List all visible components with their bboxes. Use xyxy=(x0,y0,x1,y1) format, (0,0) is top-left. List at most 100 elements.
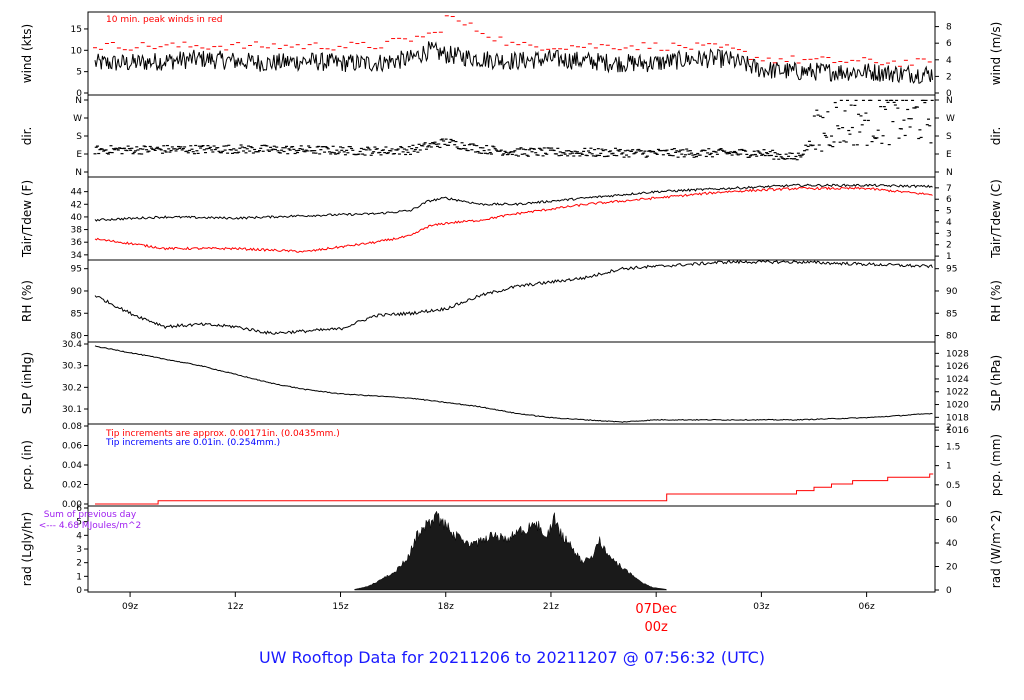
temp-ylabel: Tair/Tdew (F) xyxy=(20,180,34,258)
temp-ytick-right-label: 4 xyxy=(946,218,952,228)
rh-ytick-label: 85 xyxy=(71,309,82,319)
rad-ytick-label: 3 xyxy=(76,545,82,555)
slp-ytick-label: 30.2 xyxy=(62,383,82,393)
rad-ytick-label: 6 xyxy=(76,504,82,514)
rh-ytick-label: 80 xyxy=(71,332,83,342)
slp-panel-frame xyxy=(87,341,936,425)
slp-line xyxy=(94,345,933,423)
page-title: UW Rooftop Data for 20211206 to 20211207… xyxy=(258,648,766,667)
dir-ytick-label: S xyxy=(76,132,82,142)
air-temp-line xyxy=(94,183,933,222)
rh-ytick-right-label: 85 xyxy=(946,309,957,319)
rad-ytick-label: 0 xyxy=(76,586,82,596)
rh-panel-frame xyxy=(87,259,936,343)
slp-ytick-label: 30.4 xyxy=(62,340,82,350)
precip-ytick-label: 0.00 xyxy=(62,500,82,510)
rad-ytick-label: 5 xyxy=(76,518,82,528)
wind-ytick-right-label: 8 xyxy=(946,23,952,33)
rh-line xyxy=(94,259,933,335)
wind-ytick-label: 15 xyxy=(71,25,82,35)
xtick-label: 12z xyxy=(227,602,243,612)
dir-ytick-label: N xyxy=(75,168,82,178)
temp-ytick-right-label: 7 xyxy=(946,184,952,194)
rad-ytick-right-label: 20 xyxy=(946,562,958,572)
temp-ytick-label: 42 xyxy=(71,200,82,210)
rh-ylabel: RH (%) xyxy=(20,280,34,322)
wind-ytick-label: 0 xyxy=(76,89,82,99)
rad-ytick-right-label: 40 xyxy=(946,539,958,549)
dir-ytick-right-label: E xyxy=(946,150,952,160)
wind-ylabel: wind (kts) xyxy=(20,24,34,83)
dir-ytick-label: E xyxy=(76,150,82,160)
rh-ytick-right-label: 95 xyxy=(946,265,957,275)
precip-line xyxy=(95,473,934,505)
dir-ylabel-right: dir. xyxy=(989,127,1003,146)
xtick-label: 18z xyxy=(438,602,454,612)
wind-ylabel-right: wind (m/s) xyxy=(989,22,1003,86)
slp-ytick-right-label: 1020 xyxy=(946,401,969,411)
slp-ylabel: SLP (inHg) xyxy=(20,352,34,414)
wind-speed-line xyxy=(94,41,933,84)
temp-ytick-label: 36 xyxy=(71,238,83,248)
dewpoint-line xyxy=(94,186,933,253)
wind-ytick-label: 10 xyxy=(71,46,83,56)
dir-ytick-label: N xyxy=(75,96,82,106)
slp-ytick-right-label: 1016 xyxy=(946,426,969,436)
dir-ylabel: dir. xyxy=(20,127,34,146)
rad-ytick-right-label: 0 xyxy=(946,586,952,596)
precip-ytick-label: 0.04 xyxy=(62,461,82,471)
precip-ytick-label: 0.06 xyxy=(62,442,82,452)
dir-ytick-right-label: S xyxy=(946,132,952,142)
temp-ytick-right-label: 6 xyxy=(946,195,952,205)
dir-ytick-right-label: N xyxy=(946,168,953,178)
rh-ytick-label: 90 xyxy=(71,287,83,297)
slp-ytick-right-label: 1024 xyxy=(946,375,969,385)
precip-ylabel-right: pcp. (mm) xyxy=(989,434,1003,496)
slp-ytick-label: 30.3 xyxy=(62,362,82,372)
xtick-label: 21z xyxy=(543,602,559,612)
xtick-label: 15z xyxy=(332,602,348,612)
precip-note-exact: Tip increments are 0.01in. (0.254mm.) xyxy=(105,438,280,448)
precip-ytick-right-label: 1.5 xyxy=(946,442,960,452)
dir-panel-frame xyxy=(87,94,936,178)
precip-ytick-right-label: 1 xyxy=(946,462,952,472)
slp-ytick-label: 30.1 xyxy=(62,405,82,415)
slp-ytick-right-label: 1022 xyxy=(946,388,969,398)
rad-sum-note-title: Sum of previous day xyxy=(44,510,137,520)
xtick-label: 06z xyxy=(859,602,875,612)
xtick-date-label: 07Dec xyxy=(635,602,677,617)
rad-ytick-label: 4 xyxy=(76,531,82,541)
dir-ytick-right-label: N xyxy=(946,96,953,106)
temp-ytick-label: 38 xyxy=(71,226,83,236)
precip-ylabel: pcp. (in) xyxy=(20,440,34,490)
precip-ytick-label: 0.02 xyxy=(62,481,82,491)
wind-ytick-right-label: 2 xyxy=(946,72,952,82)
temp-ytick-label: 34 xyxy=(71,251,83,261)
rh-ytick-right-label: 80 xyxy=(946,332,958,342)
rad-ylabel: rad (Lgly/hr) xyxy=(20,512,34,586)
slp-ylabel-right: SLP (hPa) xyxy=(989,355,1003,411)
temp-ytick-label: 40 xyxy=(71,213,83,223)
wind-ytick-label: 5 xyxy=(76,68,82,78)
precip-ytick-right-label: 0 xyxy=(946,500,952,510)
temp-ytick-label: 44 xyxy=(71,188,83,198)
precip-ytick-right-label: 2 xyxy=(946,423,952,433)
dir-ytick-label: W xyxy=(73,114,82,124)
slp-ytick-right-label: 1018 xyxy=(946,413,969,423)
radiation-area xyxy=(354,510,668,591)
temp-ylabel-right: Tair/Tdew (C) xyxy=(989,179,1003,259)
temp-ytick-right-label: 1 xyxy=(946,252,952,262)
peak-wind-note: 10 min. peak winds in red xyxy=(106,15,223,25)
wind-ytick-right-label: 6 xyxy=(946,39,952,49)
xtick-date-hour-label: 00z xyxy=(644,620,668,635)
rh-ylabel-right: RH (%) xyxy=(989,280,1003,322)
slp-ytick-right-label: 1026 xyxy=(946,362,969,372)
rad-sum-note-value: <--- 4.68 MJoules/m^2 xyxy=(39,521,141,531)
slp-ytick-right-label: 1028 xyxy=(946,349,969,359)
precip-note-approx: Tip increments are approx. 0.00171in. (0… xyxy=(105,429,340,439)
dir-ytick-right-label: W xyxy=(946,114,955,124)
rh-ytick-label: 95 xyxy=(71,265,82,275)
rad-ytick-right-label: 60 xyxy=(946,515,958,525)
